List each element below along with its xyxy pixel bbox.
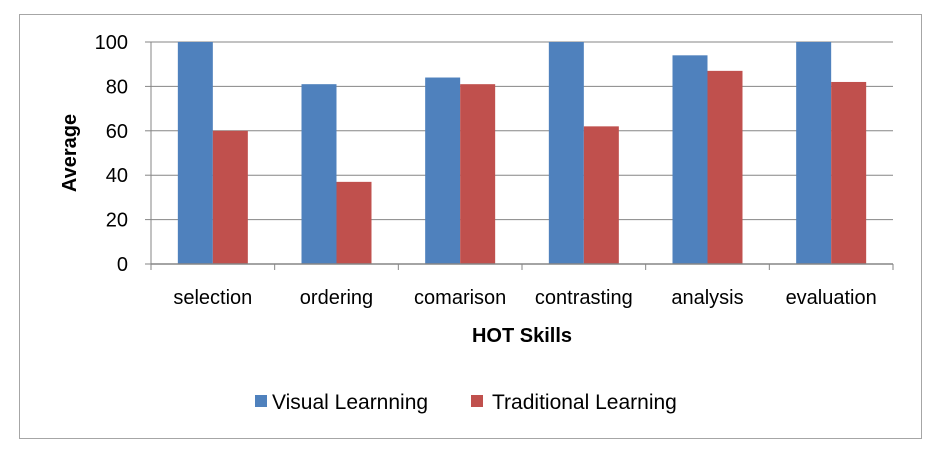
bar-visual-ordering	[301, 84, 337, 265]
y-tick-label: 60	[106, 121, 128, 143]
bar-visual-selection	[177, 42, 213, 264]
bar-traditional-evaluation	[831, 81, 867, 265]
y-tick-label: 0	[117, 254, 128, 276]
bar-traditional-contrasting	[583, 126, 619, 264]
bar-visual-comarison	[425, 77, 461, 265]
x-tick-label: comarison	[414, 287, 506, 309]
bar-traditional-selection	[212, 130, 248, 264]
bars	[177, 42, 867, 265]
x-tick-labels: selection ordering comarison contrasting ana…	[173, 287, 876, 309]
y-tick-label: 100	[95, 32, 128, 54]
bar-traditional-comarison	[460, 84, 496, 265]
bar-visual-contrasting	[548, 42, 584, 264]
legend-label-traditional: Traditional Learning	[492, 391, 677, 414]
x-tick-label: analysis	[671, 287, 743, 309]
x-axis-title: HOT Skills	[472, 325, 572, 347]
y-tick-labels: 0 20 40 60 80 100	[95, 32, 128, 276]
x-tick-label: contrasting	[535, 287, 633, 309]
legend: Visual Learnning Traditional Learning	[255, 391, 677, 414]
x-tick-label: selection	[173, 287, 252, 309]
y-axis-title: Average	[59, 114, 81, 192]
x-tick-label: ordering	[300, 287, 373, 309]
y-tick-label: 40	[106, 165, 128, 187]
axes	[145, 41, 894, 270]
legend-swatch-visual	[255, 395, 267, 407]
bar-visual-analysis	[672, 55, 708, 264]
x-tick-label: evaluation	[786, 287, 877, 309]
legend-swatch-traditional	[471, 395, 483, 407]
bar-traditional-analysis	[707, 70, 743, 264]
y-tick-label: 80	[106, 76, 128, 98]
legend-label-visual: Visual Learnning	[272, 391, 428, 414]
gridlines	[151, 41, 893, 221]
bar-traditional-ordering	[336, 181, 372, 264]
bar-visual-evaluation	[796, 42, 832, 264]
y-tick-label: 20	[106, 210, 128, 232]
